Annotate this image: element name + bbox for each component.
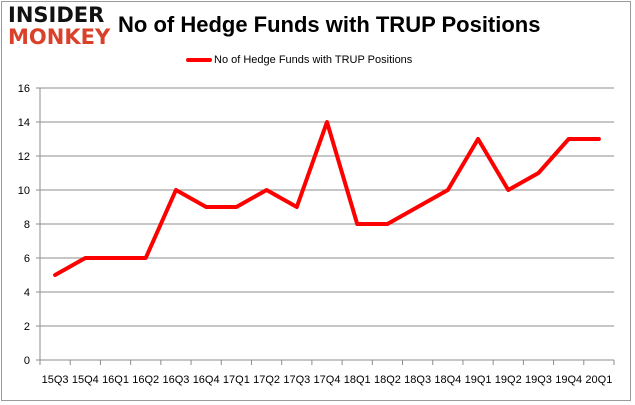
data-point — [115, 257, 117, 259]
data-point — [84, 257, 86, 259]
logo-line2: MONKEY — [8, 25, 111, 49]
data-point — [447, 189, 449, 191]
x-tick-label: 16Q2 — [132, 374, 159, 386]
y-tick-label: 10 — [18, 185, 30, 197]
data-point — [417, 206, 419, 208]
y-tick-label: 0 — [24, 355, 30, 367]
chart-title: No of Hedge Funds with TRUP Positions — [118, 12, 541, 37]
x-tick-label: 15Q4 — [72, 374, 99, 386]
y-tick-label: 6 — [24, 253, 30, 265]
x-tick-label: 18Q2 — [374, 374, 401, 386]
x-tick-label: 16Q1 — [102, 374, 129, 386]
data-point — [477, 138, 479, 140]
y-tick-label: 4 — [24, 287, 30, 299]
x-tick-label: 15Q3 — [42, 374, 69, 386]
x-tick-label: 17Q3 — [283, 374, 310, 386]
data-point — [507, 189, 509, 191]
x-tick-label: 19Q2 — [495, 374, 522, 386]
data-point — [54, 274, 56, 276]
legend: No of Hedge Funds with TRUP Positions — [186, 54, 412, 66]
data-point — [568, 138, 570, 140]
chart-border — [1, 1, 631, 401]
y-tick-label: 8 — [24, 219, 30, 231]
y-tick-label: 12 — [18, 151, 30, 163]
x-tick-label: 17Q2 — [253, 374, 280, 386]
insider-monkey-logo: INSIDER MONKEY — [8, 4, 110, 48]
series-line — [53, 120, 601, 277]
legend-label: No of Hedge Funds with TRUP Positions — [214, 54, 413, 66]
data-point — [356, 223, 358, 225]
y-tick-label: 14 — [18, 117, 30, 129]
x-tick-label: 19Q1 — [465, 374, 492, 386]
data-point — [296, 206, 298, 208]
x-tick-label: 17Q1 — [223, 374, 250, 386]
y-tick-label: 16 — [18, 83, 30, 95]
x-tick-label: 17Q4 — [314, 374, 341, 386]
x-tick-label: 18Q4 — [434, 374, 461, 386]
data-point — [386, 223, 388, 225]
x-tick-label: 16Q3 — [162, 374, 189, 386]
data-point — [235, 206, 237, 208]
x-tick-label: 18Q1 — [344, 374, 371, 386]
y-tick-label: 2 — [24, 321, 30, 333]
x-tick-label: 16Q4 — [193, 374, 220, 386]
data-point — [145, 257, 147, 259]
data-point — [598, 138, 600, 140]
data-point — [205, 206, 207, 208]
logo-line1: INSIDER — [8, 3, 105, 27]
legend-swatch — [186, 58, 212, 62]
x-tick-label: 18Q3 — [404, 374, 431, 386]
x-tick-label: 20Q1 — [585, 374, 612, 386]
data-point — [266, 189, 268, 191]
x-tick-label: 19Q4 — [555, 374, 582, 386]
data-point — [175, 189, 177, 191]
data-point — [326, 121, 328, 123]
x-tick-label: 19Q3 — [525, 374, 552, 386]
data-point — [537, 172, 539, 174]
